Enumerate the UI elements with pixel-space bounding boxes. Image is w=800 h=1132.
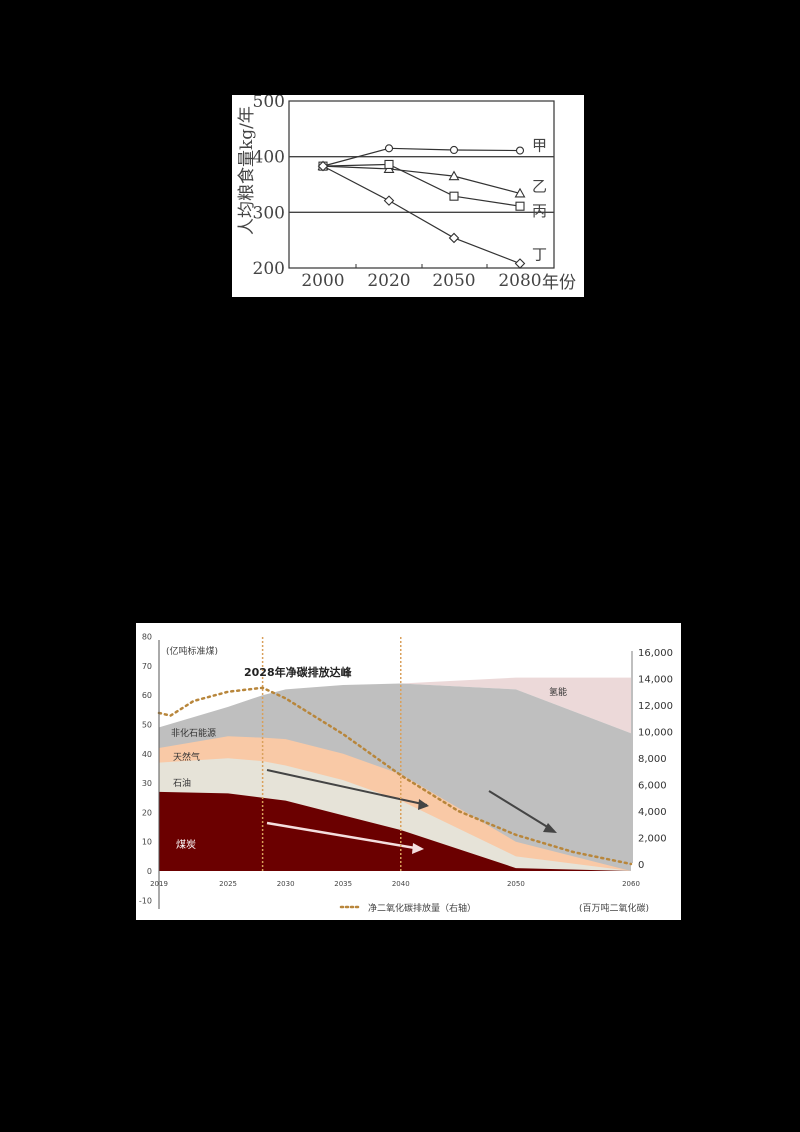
right-tick-labels: 16,000 14,000 12,000 10,000 8,000 6,000 4,000 2… [638,648,673,871]
svg-text:400: 400 [253,148,285,168]
svg-text:50: 50 [142,721,152,730]
net-co2-dotted-line [157,686,633,866]
svg-text:80: 80 [142,633,152,642]
svg-text:12,000: 12,000 [638,701,673,712]
y-axis-label: 人均粮食量kg/年 [237,106,257,235]
svg-text:0: 0 [638,860,644,871]
series-label: 甲 [532,137,547,155]
svg-text:2040: 2040 [392,880,410,888]
legend-label: 净二氧化碳排放量（右轴） [368,902,476,914]
svg-text:30: 30 [142,779,152,788]
svg-text:20: 20 [142,808,152,817]
trend-arrows [266,769,557,854]
svg-text:300: 300 [253,203,285,223]
gridlines [289,156,554,268]
svg-text:60: 60 [142,691,152,700]
series-label: 丙 [532,202,547,220]
svg-text:2025: 2025 [219,880,237,888]
svg-text:10: 10 [142,838,152,847]
label-coal: 煤炭 [176,838,196,851]
y-tick-labels: 500 400 300 200 [253,92,285,279]
left-unit-label: (亿吨标准煤) [166,645,218,657]
label-oil: 石油 [173,777,191,789]
svg-text:2019: 2019 [150,880,168,888]
svg-text:6,000: 6,000 [638,781,667,792]
svg-text:2020: 2020 [367,271,410,291]
x-axis-label: 年份 [542,273,576,293]
plot-frame [288,100,555,269]
grain-per-capita-chart: 500 400 300 200 2000 2020 2050 2080 甲乙丙丁 年份 人均… [232,92,584,297]
svg-text:2050: 2050 [432,271,475,291]
x-tick-labels: 2000 2020 2050 2080 [301,271,541,291]
svg-text:2060: 2060 [622,880,640,888]
legend: 净二氧化碳排放量（右轴） [339,902,476,914]
svg-text:200: 200 [253,259,285,279]
label-hydrogen: 氢能 [549,686,567,698]
label-gas: 天然气 [173,751,200,763]
svg-text:2050: 2050 [507,880,525,888]
area-4 [400,677,631,734]
svg-text:500: 500 [253,95,285,112]
svg-text:14,000: 14,000 [638,675,673,686]
left-tick-labels: 80 70 60 50 40 30 20 10 0 -10 [139,633,152,906]
x-tick-labels: 2019 2025 2030 2035 2040 2050 2060 [150,880,640,888]
series-label: 乙 [532,177,547,195]
svg-text:40: 40 [142,750,152,759]
svg-text:70: 70 [142,662,152,671]
svg-text:2030: 2030 [277,880,295,888]
svg-text:2080: 2080 [498,271,541,291]
svg-text:2000: 2000 [301,271,344,291]
label-non-fossil: 非化石能源 [171,727,216,739]
svg-text:2035: 2035 [334,880,352,888]
stacked-areas [159,677,631,871]
chart-title: 2028年净碳排放达峰 [244,665,353,679]
reference-lines [261,637,402,873]
svg-text:2,000: 2,000 [638,834,667,845]
area-0 [159,791,631,871]
right-unit-label: (百万吨二氧化碳) [579,902,649,914]
energy-mix-chart: 80 70 60 50 40 30 20 10 0 -10 16,000 14,000 12,000 1… [136,623,681,920]
svg-text:-10: -10 [139,896,152,905]
svg-text:4,000: 4,000 [638,807,667,818]
svg-text:0: 0 [147,867,152,876]
svg-text:8,000: 8,000 [638,754,667,765]
series-label: 丁 [532,246,547,264]
svg-text:16,000: 16,000 [638,648,673,659]
svg-text:10,000: 10,000 [638,728,673,739]
